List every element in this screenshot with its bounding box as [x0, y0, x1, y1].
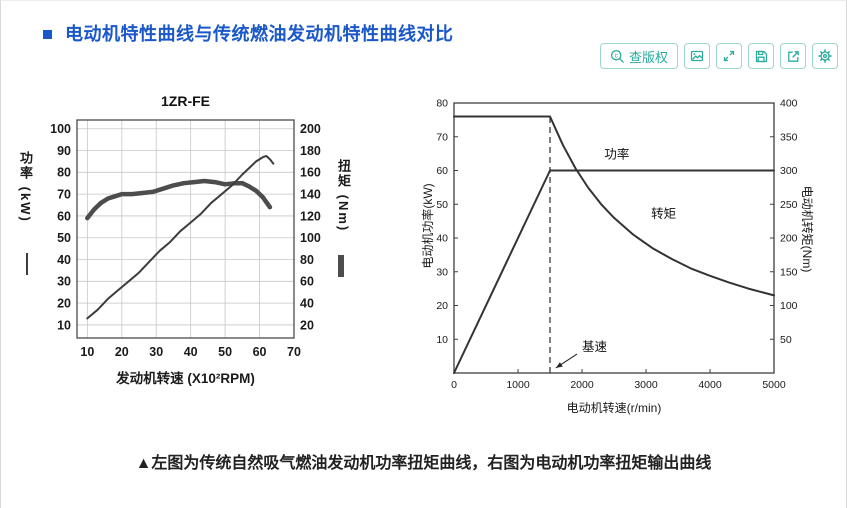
svg-text:20: 20: [57, 296, 71, 310]
svg-text:70: 70: [57, 187, 71, 201]
motor-chart: 1020304050607080501001502002503003504000…: [436, 98, 798, 415]
svg-text:350: 350: [780, 131, 798, 143]
share-icon: [788, 51, 799, 62]
svg-text:转矩: 转矩: [651, 206, 676, 221]
engine-chart: 10 20 30 40 50 60 70 80 90 100 20 40 60 80 100 120 140 16…: [50, 93, 321, 386]
svg-text:基速: 基速: [582, 340, 608, 354]
header: 电动机特性曲线与传统燃油发动机特性曲线对比: [43, 20, 454, 46]
engine-power-axis-label: 功率 (kW): [18, 151, 33, 223]
settings-button[interactable]: [812, 43, 838, 69]
svg-text:300: 300: [780, 165, 798, 177]
image-toolbar: c 查版权: [599, 43, 838, 69]
power-line-legend: [26, 253, 28, 275]
svg-text:电动机转速(r/min): 电动机转速(r/min): [567, 400, 662, 415]
svg-text:60: 60: [436, 165, 448, 177]
copyright-search-icon: c: [610, 49, 624, 63]
svg-text:功率: 功率: [604, 147, 629, 162]
svg-text:30: 30: [149, 345, 163, 359]
svg-text:10: 10: [80, 345, 94, 359]
title-bullet-icon: [43, 29, 52, 39]
svg-text:120: 120: [300, 209, 321, 223]
image-button[interactable]: [684, 43, 710, 69]
svg-text:180: 180: [300, 144, 321, 158]
svg-text:70: 70: [436, 131, 448, 143]
svg-text:10: 10: [436, 334, 448, 346]
fullscreen-button[interactable]: [716, 43, 742, 69]
svg-text:40: 40: [300, 296, 314, 310]
svg-text:40: 40: [57, 253, 71, 267]
svg-text:250: 250: [780, 199, 798, 211]
copyright-check-label: 查版权: [628, 49, 668, 65]
fullscreen-icon: [723, 50, 735, 62]
svg-text:30: 30: [57, 275, 71, 289]
svg-text:40: 40: [184, 345, 198, 359]
svg-text:60: 60: [57, 209, 71, 223]
svg-text:30: 30: [436, 266, 448, 278]
svg-text:60: 60: [300, 275, 314, 289]
svg-text:50: 50: [436, 199, 448, 211]
engine-torque-axis-label: 扭矩 (Nm): [336, 159, 351, 233]
save-icon: [755, 50, 768, 63]
svg-text:90: 90: [57, 144, 71, 158]
motor-torque-axis-label: 电动机转矩(Nm): [800, 185, 814, 273]
svg-text:10: 10: [57, 318, 71, 332]
svg-text:140: 140: [300, 187, 321, 201]
svg-text:2000: 2000: [570, 379, 594, 391]
save-button[interactable]: [748, 43, 774, 69]
svg-text:80: 80: [300, 253, 314, 267]
svg-text:100: 100: [300, 231, 321, 245]
settings-icon: [818, 49, 832, 63]
share-button[interactable]: [780, 43, 806, 69]
svg-text:40: 40: [436, 233, 448, 245]
svg-text:100: 100: [50, 122, 71, 136]
svg-text:50: 50: [780, 334, 792, 346]
motor-power-axis-label: 电动机功率(kW): [421, 183, 435, 269]
caption: ▲左图为传统自然吸气燃油发动机功率扭矩曲线，右图为电动机功率扭矩输出曲线: [135, 455, 712, 472]
svg-text:60: 60: [253, 345, 267, 359]
svg-text:1000: 1000: [506, 379, 530, 391]
svg-text:400: 400: [780, 98, 798, 110]
svg-text:50: 50: [57, 231, 71, 245]
copyright-check-button[interactable]: c 查版权: [599, 43, 678, 69]
svg-text:70: 70: [287, 345, 301, 359]
svg-text:1ZR-FE: 1ZR-FE: [161, 93, 210, 109]
svg-text:4000: 4000: [698, 379, 722, 391]
svg-text:5000: 5000: [762, 379, 786, 391]
svg-text:80: 80: [436, 98, 448, 110]
svg-text:200: 200: [300, 122, 321, 136]
page-title: 电动机特性曲线与传统燃油发动机特性曲线对比: [65, 24, 454, 44]
svg-text:20: 20: [436, 300, 448, 312]
svg-text:100: 100: [780, 300, 798, 312]
svg-text:200: 200: [780, 233, 798, 245]
image-icon: [690, 50, 704, 62]
svg-text:50: 50: [218, 345, 232, 359]
svg-text:0: 0: [451, 379, 457, 391]
svg-text:发动机转速 (X10²RPM): 发动机转速 (X10²RPM): [115, 370, 255, 386]
torque-line-legend: [338, 255, 344, 277]
svg-text:3000: 3000: [634, 379, 658, 391]
svg-text:c: c: [615, 52, 619, 59]
svg-text:160: 160: [300, 166, 321, 180]
svg-text:150: 150: [780, 266, 798, 278]
svg-text:20: 20: [300, 318, 314, 332]
svg-text:80: 80: [57, 166, 71, 180]
svg-text:20: 20: [115, 345, 129, 359]
